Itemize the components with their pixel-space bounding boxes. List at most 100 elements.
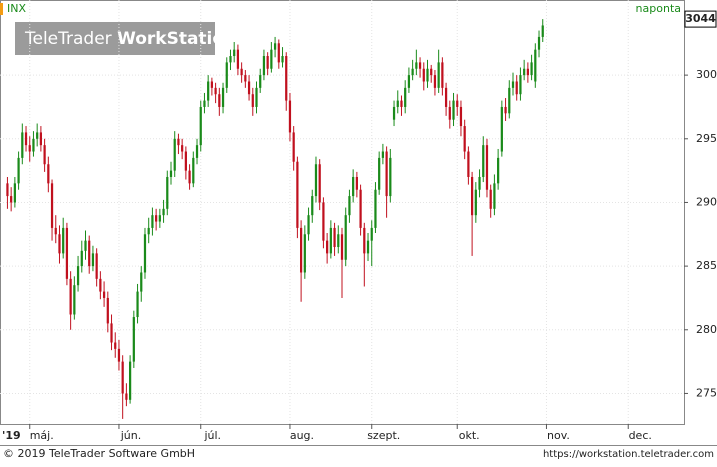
- candle-body: [285, 56, 288, 101]
- candle-body: [151, 215, 154, 228]
- candle-body: [58, 234, 61, 254]
- candle-body: [155, 215, 158, 222]
- candle-body: [299, 227, 303, 273]
- candle-body: [515, 81, 518, 95]
- candle-body: [73, 285, 76, 315]
- x-tick-label: aug.: [290, 429, 314, 442]
- candle-body: [355, 176, 358, 190]
- candle-body: [474, 189, 477, 216]
- candle-body: [221, 87, 225, 107]
- candle-body: [281, 56, 284, 63]
- candle-body: [523, 68, 526, 76]
- candle-body: [132, 317, 135, 362]
- candle-body: [62, 227, 65, 254]
- candle-body: [534, 49, 537, 82]
- candle-body: [333, 227, 336, 248]
- plot-frame: [0, 0, 685, 425]
- candle-body: [177, 138, 180, 146]
- candle-body: [441, 62, 444, 88]
- candle-body: [489, 189, 492, 209]
- candle-body: [203, 100, 206, 107]
- candle-body: [422, 68, 425, 82]
- candle-body: [6, 183, 9, 197]
- candle-body: [147, 227, 150, 235]
- candle-body: [482, 145, 485, 177]
- candle-body: [292, 132, 295, 162]
- x-tick-label: nov.: [547, 429, 570, 442]
- candle-body: [396, 100, 399, 107]
- x-tick-label: jún.: [120, 429, 142, 442]
- candle-body: [240, 68, 243, 76]
- candle-body: [233, 49, 236, 57]
- x-tick-label: okt.: [459, 429, 480, 442]
- candle-body: [39, 132, 43, 146]
- symbol-marker: [0, 3, 3, 15]
- candle-body: [385, 151, 388, 197]
- candle-body: [192, 157, 195, 184]
- candle-body: [493, 183, 496, 209]
- candle-body: [244, 75, 247, 82]
- candle-body: [456, 100, 459, 107]
- candle-body: [50, 183, 54, 228]
- candle-body: [530, 62, 533, 76]
- candle-body: [128, 361, 132, 400]
- candle-body: [88, 240, 91, 267]
- candle-body: [478, 176, 481, 190]
- candle-body: [322, 202, 325, 241]
- y-tick-label: 2750: [696, 386, 717, 399]
- candle-body: [366, 240, 370, 254]
- candle-body: [169, 170, 173, 177]
- candle-body: [99, 278, 102, 292]
- logo-box: [15, 22, 215, 55]
- candle-body: [407, 75, 411, 88]
- candle-body: [80, 250, 83, 267]
- candle-body: [470, 176, 474, 216]
- candle-body: [448, 106, 451, 120]
- candle-body: [199, 106, 202, 146]
- candle-body: [84, 240, 87, 251]
- candle-body: [173, 138, 176, 171]
- candle-body: [519, 75, 522, 95]
- candle-body: [444, 87, 448, 107]
- candle-body: [21, 132, 24, 158]
- candle-body: [236, 49, 240, 69]
- candle-body: [374, 189, 377, 228]
- candle-body: [106, 297, 109, 324]
- candle-body: [511, 81, 515, 88]
- y-tick-label: 2850: [696, 259, 717, 272]
- candle-body: [140, 272, 143, 292]
- candle-body: [389, 157, 392, 197]
- candle-body: [158, 215, 161, 222]
- candle-body: [13, 183, 16, 203]
- candle-body: [381, 151, 385, 158]
- candle-body: [259, 75, 262, 88]
- candle-body: [430, 68, 433, 76]
- candle-body: [467, 151, 470, 177]
- candle-body: [541, 25, 544, 37]
- candle-body: [32, 138, 35, 152]
- candle-body: [69, 278, 72, 315]
- candle-body: [143, 234, 147, 273]
- candle-body: [437, 62, 440, 88]
- y-tick-label: 2800: [696, 323, 717, 336]
- candle-body: [195, 145, 199, 158]
- candle-body: [166, 176, 169, 209]
- candle-body: [404, 87, 407, 107]
- candle-body: [307, 215, 310, 235]
- candle-body: [526, 68, 529, 76]
- candle-body: [363, 227, 366, 254]
- candle-body: [311, 196, 314, 216]
- candle-body: [303, 234, 306, 273]
- candle-body: [36, 132, 39, 139]
- candle-body: [184, 151, 187, 171]
- candle-body: [329, 227, 332, 254]
- candle-body: [314, 164, 318, 197]
- candle-body: [359, 189, 362, 228]
- candle-body: [65, 227, 69, 279]
- logo-product: WorkStation: [117, 29, 236, 49]
- candle-body: [207, 81, 210, 101]
- candle-body: [181, 145, 184, 152]
- candle-body: [125, 393, 128, 400]
- candle-body: [214, 87, 217, 95]
